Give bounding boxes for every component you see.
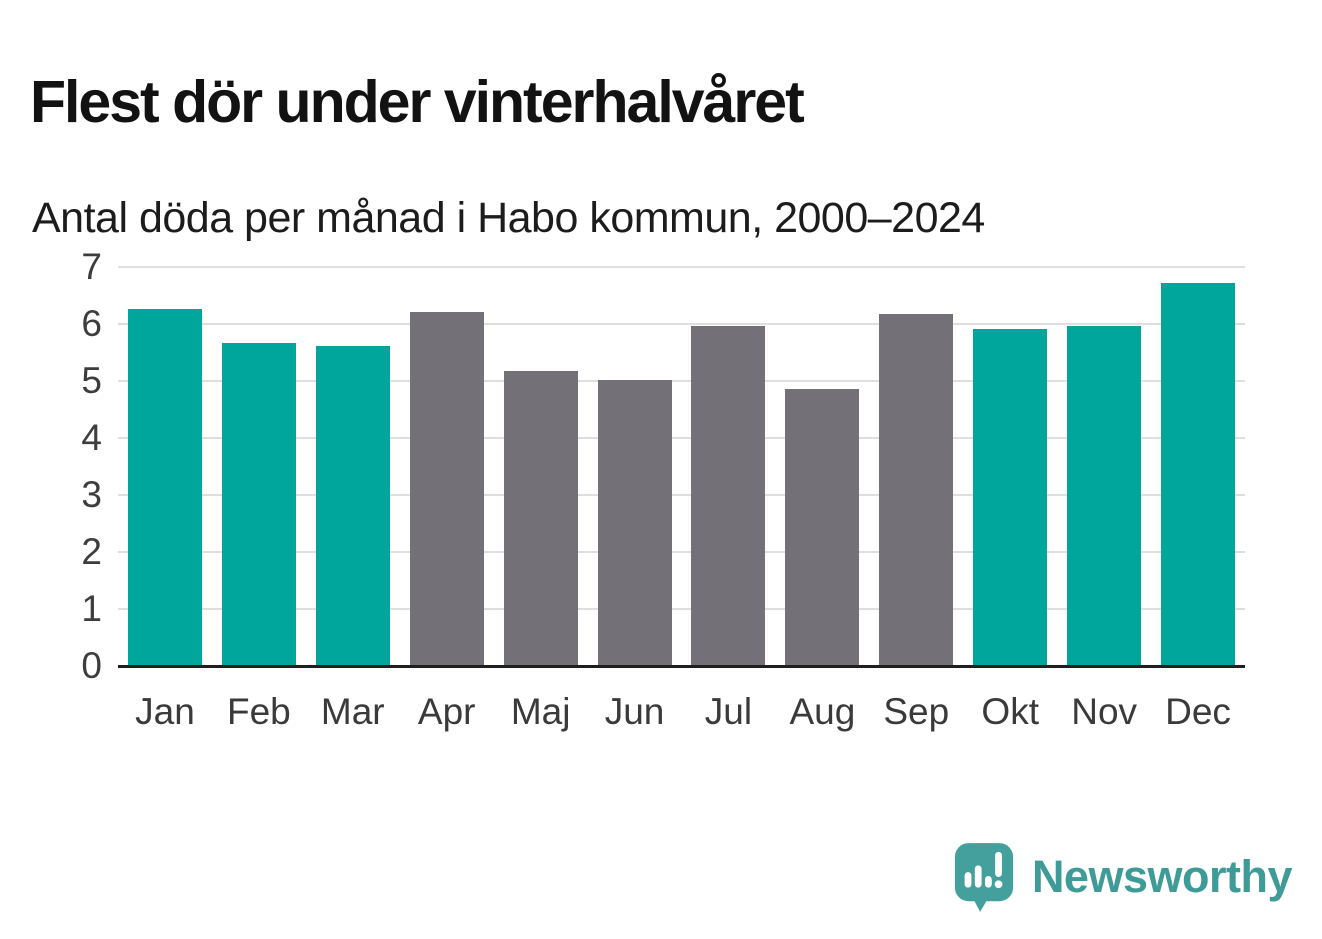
bar-okt bbox=[973, 328, 1048, 665]
x-tick-label-jul: Jul bbox=[704, 691, 753, 732]
gridline-y3 bbox=[118, 494, 1245, 496]
x-tick-label-feb: Feb bbox=[226, 691, 291, 732]
gridline-y4 bbox=[118, 437, 1245, 439]
bar-aug bbox=[785, 388, 860, 665]
bar-apr bbox=[409, 311, 484, 665]
bar-mar bbox=[315, 345, 390, 665]
y-tick-label-4: 4 bbox=[81, 417, 102, 458]
x-tick-label-aug: Aug bbox=[789, 691, 856, 732]
chart-title: Flest dör under vinterhalvåret bbox=[30, 68, 805, 135]
bar-jun bbox=[597, 380, 672, 665]
gridline-y5 bbox=[118, 380, 1245, 382]
y-tick-label-3: 3 bbox=[81, 474, 102, 515]
x-tick-label-apr: Apr bbox=[417, 691, 476, 732]
x-tick-label-dec: Dec bbox=[1165, 691, 1231, 732]
gridline-y6 bbox=[118, 323, 1245, 325]
brand-name: Newsworthy bbox=[1031, 851, 1293, 902]
x-tick-label-jun: Jun bbox=[604, 691, 665, 732]
y-tick-label-7: 7 bbox=[81, 246, 102, 287]
newsworthy-logo-icon bbox=[953, 841, 1015, 913]
x-tick-label-maj: Maj bbox=[510, 691, 571, 732]
gridline-y7 bbox=[118, 266, 1245, 268]
y-tick-label-1: 1 bbox=[81, 588, 102, 629]
x-tick-label-sep: Sep bbox=[883, 691, 950, 732]
gridline-y1 bbox=[118, 608, 1245, 610]
bar-dec bbox=[1161, 283, 1236, 665]
bar-nov bbox=[1067, 325, 1142, 665]
bar-jan bbox=[127, 308, 202, 665]
y-tick-label-5: 5 bbox=[81, 360, 102, 401]
y-tick-label-2: 2 bbox=[81, 531, 102, 572]
bar-jul bbox=[691, 325, 766, 665]
x-tick-label-mar: Mar bbox=[320, 691, 385, 732]
x-tick-label-jan: Jan bbox=[135, 691, 195, 732]
bar-maj bbox=[503, 371, 578, 665]
brand-logo: Newsworthy bbox=[953, 841, 1293, 913]
plot-area bbox=[118, 266, 1245, 668]
gridline-y2 bbox=[118, 551, 1245, 553]
chart-subtitle: Antal döda per månad i Habo kommun, 2000… bbox=[32, 193, 985, 242]
y-axis: 0 1 2 3 4 5 6 7 bbox=[30, 248, 102, 685]
x-axis: Jan Feb Mar Apr Maj Jun Jul Aug Sep Okt Nov Dec bbox=[118, 690, 1245, 740]
bar-feb bbox=[221, 342, 296, 665]
x-tick-label-okt: Okt bbox=[981, 691, 1039, 732]
y-tick-label-0: 0 bbox=[81, 645, 102, 686]
x-tick-label-nov: Nov bbox=[1071, 691, 1138, 732]
bar-sep bbox=[879, 314, 954, 665]
y-tick-label-6: 6 bbox=[81, 303, 102, 344]
